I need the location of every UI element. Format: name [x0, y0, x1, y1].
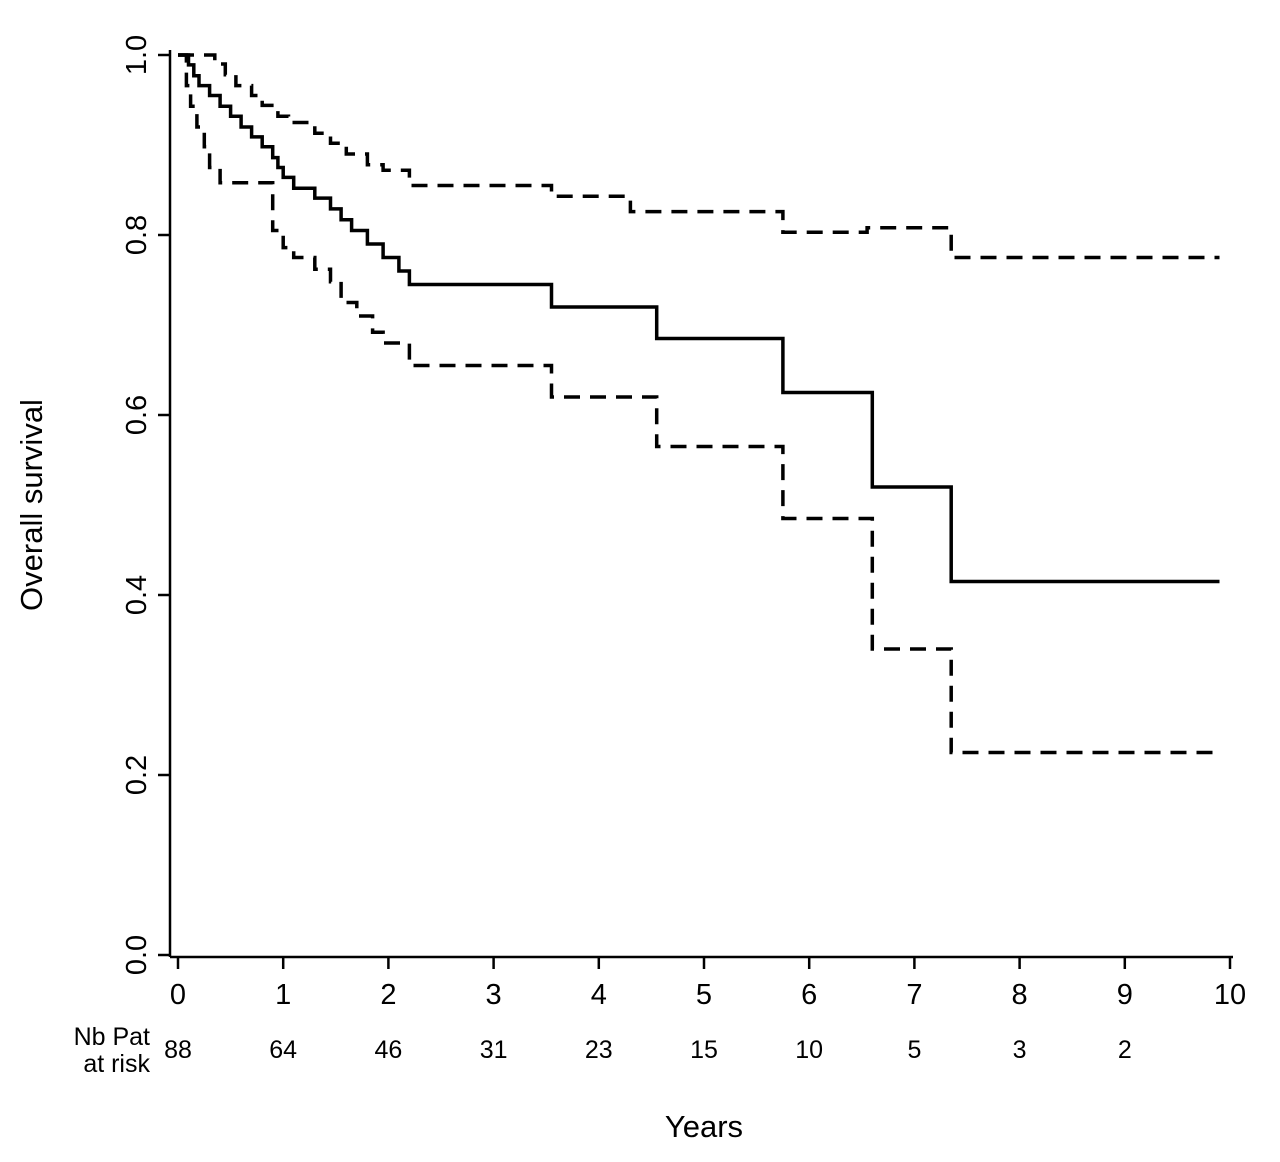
risk-count: 31	[480, 1036, 508, 1064]
x-tick-label: 4	[591, 979, 607, 1011]
risk-counts-row: 88 64 46 31 23 15 10 5 3 2	[164, 1036, 1132, 1064]
risk-count: 15	[690, 1036, 718, 1064]
x-tick-label: 6	[801, 979, 817, 1011]
y-tick-label: 0.4	[121, 575, 153, 615]
y-tick-label: 1.0	[121, 35, 153, 75]
x-tick-label: 1	[275, 979, 291, 1011]
axes: 0.0 0.2 0.4 0.6 0.8 1.0 0 1 2 3 4 5 6 7 8 9 10	[121, 35, 1246, 1011]
risk-count: 88	[164, 1036, 192, 1064]
y-tick-label: 0.6	[121, 395, 153, 435]
lower-95ci-curve	[178, 53, 1220, 755]
survival-curves	[178, 53, 1220, 755]
upper-95ci-curve	[178, 53, 1220, 260]
y-tick-label: 0.0	[121, 935, 153, 975]
y-tick-label: 0.8	[121, 215, 153, 255]
risk-count: 23	[585, 1036, 613, 1064]
x-axis-title: Years	[665, 1109, 743, 1144]
risk-count: 5	[907, 1036, 921, 1064]
x-tick-label: 2	[380, 979, 396, 1011]
risk-count: 46	[374, 1036, 402, 1064]
x-tick-label: 7	[906, 979, 922, 1011]
risk-count: 10	[795, 1036, 823, 1064]
x-tick-label: 8	[1012, 979, 1028, 1011]
risk-count: 2	[1118, 1036, 1132, 1064]
risk-table-label-line1: Nb Pat	[74, 1023, 150, 1051]
overall-survival-estimate-curve	[178, 53, 1220, 584]
risk-count: 3	[1013, 1036, 1027, 1064]
risk-count: 64	[269, 1036, 297, 1064]
x-tick-label: 5	[696, 979, 712, 1011]
x-tick-label: 10	[1214, 979, 1246, 1011]
x-tick-label: 0	[170, 979, 186, 1011]
x-tick-label: 3	[486, 979, 502, 1011]
risk-table-label-line2: at risk	[83, 1050, 150, 1078]
y-tick-label: 0.2	[121, 755, 153, 795]
x-tick-label: 9	[1117, 979, 1133, 1011]
y-axis-title: Overall survival	[14, 399, 49, 611]
